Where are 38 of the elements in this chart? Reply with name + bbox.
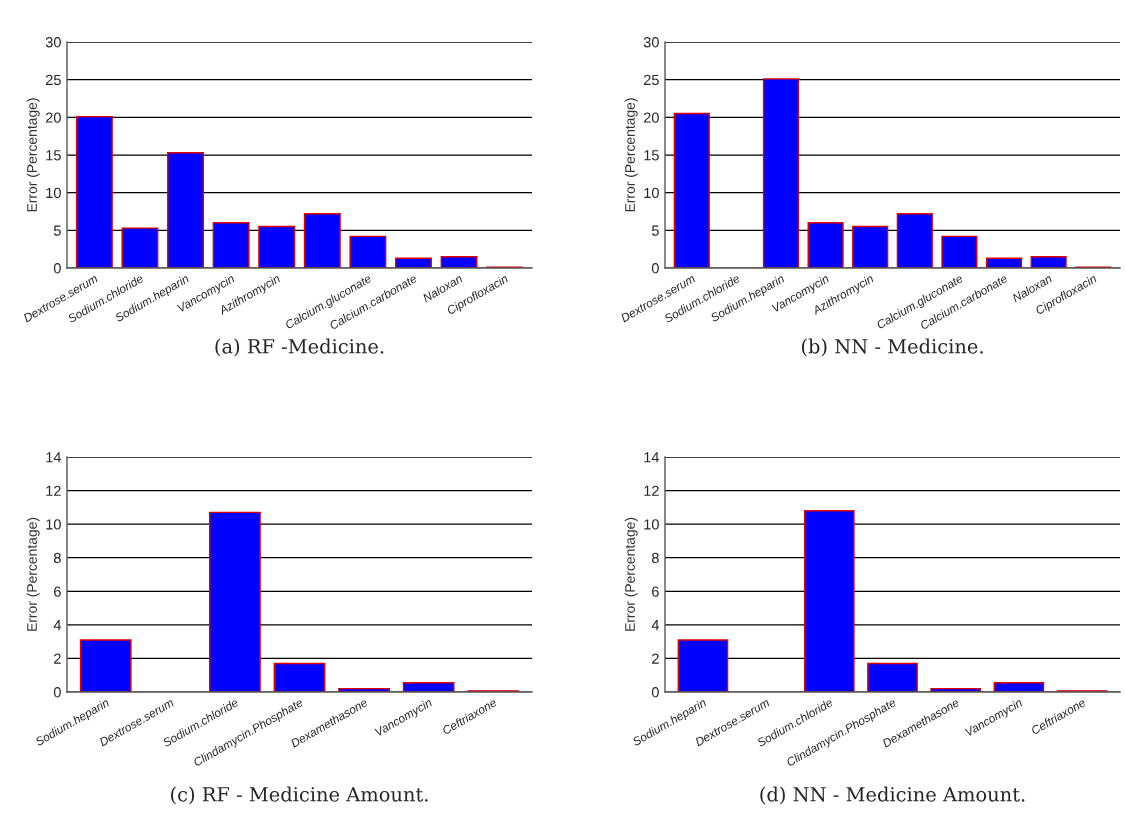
y-tick-label: 0	[651, 263, 659, 274]
text: (c) RF - Medicine Amount.	[171, 786, 428, 805]
y-tick-label: 30	[45, 37, 61, 48]
text: (d) NN - Medicine Amount.	[760, 786, 1025, 805]
y-tick-label: 4	[651, 620, 660, 631]
y-tick-label: 25	[643, 74, 659, 86]
y-tick-label: 10	[46, 187, 61, 199]
y-tick-label: 8	[651, 552, 659, 564]
y-tick-label: 2	[652, 653, 659, 664]
y-tick-label: 14	[644, 452, 660, 463]
y-tick-label: 30	[643, 37, 659, 48]
y-tick-label: 5	[53, 225, 61, 236]
y-tick-label: 8	[53, 552, 61, 564]
y-tick-label: 0	[53, 687, 61, 698]
y-tick-label: 10	[644, 519, 659, 530]
y-tick-label: 5	[651, 225, 659, 236]
y-tick-label: 2	[54, 653, 61, 664]
y-tick-label: 15	[644, 150, 659, 161]
y-tick-label: 0	[53, 263, 61, 274]
y-tick-label: 20	[45, 112, 61, 123]
y-tick-label: 15	[46, 150, 61, 161]
y-tick-label: 14	[46, 452, 62, 463]
y-axis-title: Error (Percentage)	[26, 517, 40, 631]
y-tick-label: 6	[652, 586, 659, 597]
y-axis-title: Error (Percentage)	[624, 517, 638, 631]
y-tick-label: 0	[651, 687, 659, 698]
y-tick-label: 10	[644, 187, 659, 199]
y-axis-title: Error (Percentage)	[624, 98, 638, 212]
y-tick-label: 12	[46, 485, 61, 496]
text: (b) NN - Medicine.	[801, 338, 983, 357]
y-axis-title: Error (Percentage)	[26, 98, 40, 212]
y-tick-label: 4	[53, 620, 62, 631]
text: (a) RF -Medicine.	[215, 338, 384, 357]
y-tick-label: 20	[643, 112, 659, 123]
y-tick-label: 10	[46, 519, 61, 530]
y-tick-label: 25	[45, 74, 61, 86]
y-tick-label: 6	[54, 586, 61, 597]
y-tick-label: 12	[644, 485, 659, 496]
